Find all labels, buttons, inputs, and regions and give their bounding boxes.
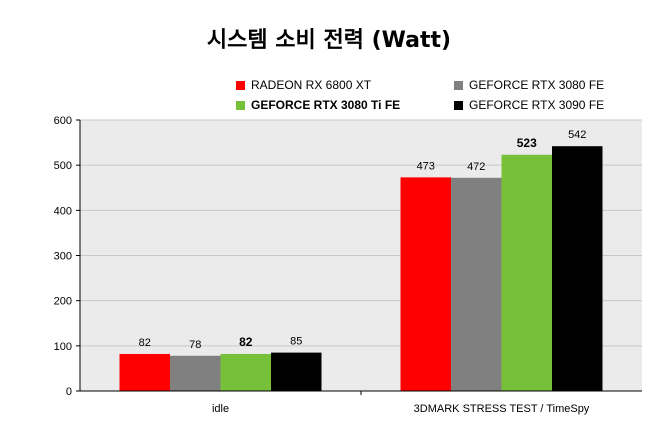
x-tick-label: 3DMARK STRESS TEST / TimeSpy: [414, 403, 590, 415]
bar: [501, 154, 552, 391]
data-label: 472: [467, 161, 485, 173]
data-label: 85: [290, 336, 302, 348]
legend-label: RADEON RX 6800 XT: [251, 78, 372, 92]
bars: [119, 146, 603, 391]
data-label: 473: [417, 160, 435, 172]
legend-swatch: [454, 80, 463, 90]
legend-label: GEFORCE RTX 3080 FE: [469, 78, 605, 92]
y-tick-label: 0: [66, 386, 72, 398]
x-tick-label: idle: [212, 403, 229, 415]
bar: [552, 146, 603, 391]
legend-label: GEFORCE RTX 3090 FE: [469, 98, 605, 112]
data-label: 542: [568, 129, 586, 141]
legend-swatch: [454, 100, 463, 110]
bar: [170, 355, 221, 391]
y-tick-label: 200: [54, 296, 72, 308]
bar: [220, 353, 271, 391]
data-label: 523: [517, 136, 537, 150]
data-labels: 82 78 82 85 473 472 523 542: [139, 129, 587, 351]
y-tick-label: 100: [54, 341, 72, 353]
y-tick-label: 300: [54, 251, 72, 263]
data-label: 78: [189, 339, 201, 351]
legend-item-radeon-rx-6800-xt: RADEON RX 6800 XT: [236, 78, 371, 92]
bar: [271, 352, 322, 391]
data-label: 82: [139, 337, 151, 349]
chart-title: 시스템 소비 전력 (Watt): [206, 28, 452, 53]
legend-label: GEFORCE RTX 3080 Ti FE: [251, 98, 401, 112]
bar: [119, 353, 170, 391]
y-tick-label: 500: [54, 160, 72, 172]
bar: [400, 177, 451, 391]
legend-swatch: [236, 100, 245, 110]
axes: 0 100 200 300 400 500 600 idle 3DMARK STRESS TES…: [54, 115, 642, 415]
legend-item-geforce-rtx-3080-ti-fe: GEFORCE RTX 3080 Ti FE: [236, 98, 400, 112]
y-tick-label: 600: [54, 115, 72, 127]
legend-item-geforce-rtx-3090-fe: GEFORCE RTX 3090 FE: [454, 98, 604, 112]
legend-item-geforce-rtx-3080-fe: GEFORCE RTX 3080 FE: [454, 78, 604, 92]
legend: RADEON RX 6800 XT GEFORCE RTX 3080 FE GE…: [236, 78, 656, 118]
data-label: 82: [239, 335, 253, 349]
y-tick-label: 400: [54, 205, 72, 217]
legend-swatch: [236, 80, 245, 90]
bar: [451, 177, 502, 391]
